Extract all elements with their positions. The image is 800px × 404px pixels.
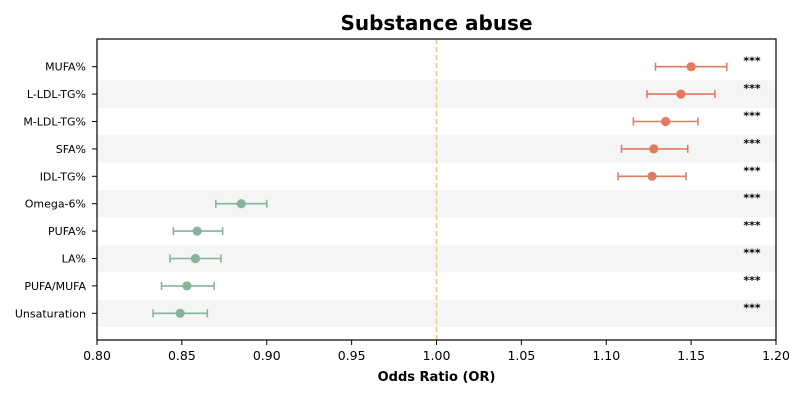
y-tick-label: PUFA% — [48, 225, 86, 238]
significance-label: *** — [743, 247, 761, 260]
y-tick-label: Unsaturation — [15, 307, 86, 320]
data-points-layer — [152, 62, 728, 318]
significance-label: *** — [743, 137, 761, 150]
y-tick-label: IDL-TG% — [40, 170, 86, 183]
y-tick-label: Omega-6% — [25, 198, 86, 211]
data-point — [236, 199, 246, 209]
y-tick-label: MUFA% — [45, 61, 86, 74]
x-tick-label: 0.80 — [83, 348, 111, 363]
x-axis: 0.80 0.85 0.90 0.95 1.00 1.05 1.10 1.15 1.20 — [83, 340, 790, 363]
y-tick-label: PUFA/MUFA — [24, 280, 86, 293]
data-point — [647, 171, 657, 181]
y-axis-labels: MUFA% L-LDL-TG% M-LDL-TG% SFA% IDL-TG% Omega-… — [15, 61, 97, 320]
x-tick-label: 1.00 — [423, 348, 451, 363]
x-tick-label: 1.20 — [762, 348, 790, 363]
significance-label: *** — [743, 55, 761, 68]
data-point — [190, 253, 201, 264]
significance-label: *** — [743, 192, 761, 205]
significance-label: *** — [743, 82, 761, 95]
y-tick-label: M-LDL-TG% — [23, 116, 86, 129]
y-tick-label: SFA% — [56, 143, 86, 156]
data-point — [182, 281, 192, 291]
data-point — [676, 89, 686, 99]
x-tick-label: 0.90 — [253, 348, 281, 363]
chart-title: Substance abuse — [340, 11, 532, 35]
plot-frame — [96, 38, 777, 341]
data-point — [686, 62, 696, 72]
data-point — [175, 308, 185, 318]
significance-label: *** — [743, 164, 761, 177]
significance-label: *** — [743, 301, 761, 314]
significance-label: *** — [743, 274, 761, 287]
y-tick-label: L-LDL-TG% — [27, 88, 86, 101]
data-point — [649, 144, 659, 154]
data-point — [192, 226, 202, 236]
x-axis-label: Odds Ratio (OR) — [378, 370, 496, 385]
significance-label: *** — [743, 110, 761, 123]
significance-label: *** — [743, 219, 761, 232]
significance-markers: *** *** *** *** *** *** *** *** *** *** — [743, 55, 761, 315]
x-tick-label: 1.05 — [507, 348, 535, 363]
y-tick-label: LA% — [62, 253, 86, 266]
data-point — [661, 116, 671, 127]
x-tick-label: 0.85 — [168, 348, 196, 363]
x-tick-label: 1.15 — [677, 348, 705, 363]
x-tick-label: 1.10 — [592, 348, 620, 363]
x-tick-label: 0.95 — [338, 348, 366, 363]
